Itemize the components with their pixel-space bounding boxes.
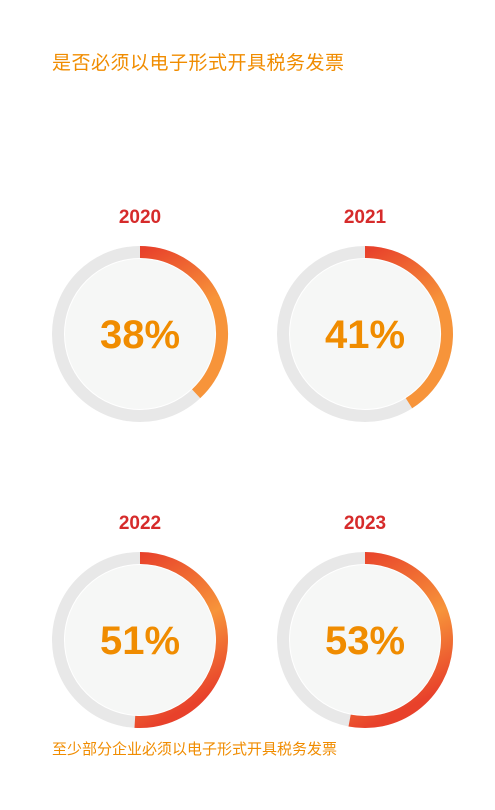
year-label: 2023 — [343, 513, 387, 534]
percent-label: 38% — [100, 313, 180, 357]
footnote: 至少部分企业必须以电子形式开具税务发票 — [52, 740, 338, 758]
donut-center — [290, 259, 440, 409]
percent-label: 53% — [325, 619, 405, 663]
donut-center — [290, 565, 440, 715]
progress-arc — [139, 246, 228, 399]
year-label: 2022 — [118, 513, 162, 534]
progress-arc — [134, 552, 228, 728]
donut-2020: 2020 38% — [45, 206, 235, 424]
donut-chart: 51% — [52, 552, 228, 728]
donut-2021: 2021 41% — [270, 206, 460, 424]
progress-arc — [364, 246, 453, 409]
donut-center — [65, 565, 215, 715]
year-label: 2020 — [118, 207, 162, 228]
donut-chart: 53% — [277, 552, 453, 728]
progress-arc — [348, 552, 453, 728]
donut-center — [65, 259, 215, 409]
donut-chart: 41% — [277, 246, 453, 422]
donut-2022: 2022 51% — [45, 512, 235, 730]
year-label: 2021 — [343, 207, 387, 228]
percent-label: 41% — [325, 313, 405, 357]
donut-2023: 2023 53% — [270, 512, 460, 730]
chart-title: 是否必须以电子形式开具税务发票 — [52, 52, 345, 74]
donut-chart: 38% — [52, 246, 228, 422]
percent-label: 51% — [100, 619, 180, 663]
